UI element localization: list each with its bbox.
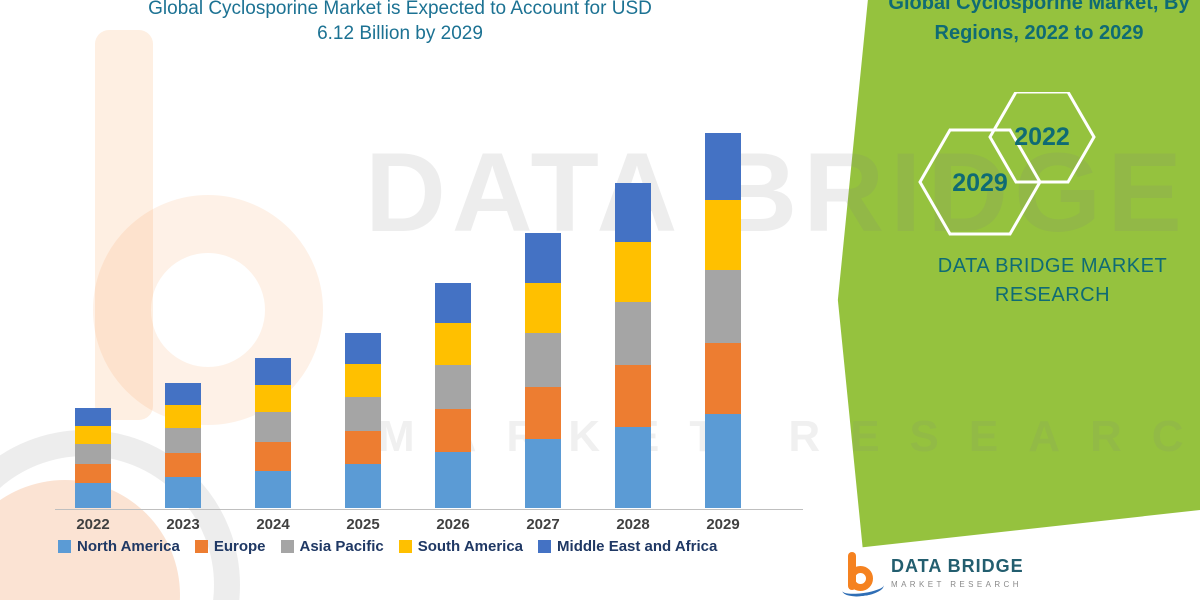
stacked-bar-2026 [435, 283, 471, 508]
x-axis-label: 2029 [706, 516, 740, 533]
stacked-bar-2029 [705, 132, 741, 508]
hexagon-2022-icon [988, 92, 1096, 184]
legend-item: Middle East and Africa [538, 538, 717, 555]
hexagon-front-year: 2022 [1014, 123, 1070, 151]
bar-segment [525, 439, 561, 508]
legend-item: Europe [194, 538, 266, 555]
side-panel-title: Global Cyclosporine Market, By Regions, … [888, 0, 1190, 48]
side-panel-title-line-1: Global Cyclosporine Market, By [888, 0, 1190, 14]
legend-item: South America [398, 538, 524, 555]
side-panel-title-line-2: Regions, 2022 to 2029 [934, 22, 1144, 44]
legend-label: North America [77, 538, 180, 555]
bar-segment [255, 384, 291, 413]
bar-segment [525, 232, 561, 283]
bar-segment [435, 408, 471, 452]
plot-area: 2022 2023 2024 2025 2026 2027 2028 2029 [55, 108, 803, 533]
footer-logo-title: DATA BRIDGE [891, 556, 1024, 576]
bar-segment [705, 132, 741, 201]
stacked-bar-2024 [255, 357, 291, 508]
legend-label: Europe [213, 538, 266, 555]
year-hexagons-graphic: 2029 2022 [918, 92, 1096, 236]
bar-segment [75, 408, 111, 426]
bar-segment [435, 364, 471, 409]
bar-segment [345, 332, 381, 365]
bar-segment [345, 430, 381, 464]
bar-segment [705, 343, 741, 415]
bar-segment [255, 412, 291, 442]
bar-segment [75, 463, 111, 483]
bar-segment [435, 451, 471, 508]
bar-segment [615, 183, 651, 242]
footer-logo-text: DATA BRIDGE MARKET RESEARCH [891, 552, 1024, 589]
legend-swatch-icon [280, 540, 294, 553]
stacked-bar-2023 [165, 382, 201, 508]
chart-legend: North America Europe Asia Pacific South Ame… [58, 538, 820, 555]
hexagon-back-year: 2029 [952, 169, 1008, 197]
bar-segment [255, 470, 291, 508]
side-panel-brand-line-1: DATA BRIDGE MARKET [937, 255, 1168, 277]
legend-item: Asia Pacific [280, 538, 384, 555]
bar-segment [165, 405, 201, 429]
chart-title-line-1: Global Cyclosporine Market is Expected t… [148, 0, 652, 19]
stacked-bar-2028 [615, 183, 651, 508]
bar-segment [75, 482, 111, 508]
bar-segment [165, 428, 201, 453]
bar-segment [435, 283, 471, 323]
bar-segment [255, 357, 291, 385]
bar-segment [345, 364, 381, 397]
bar-segment [345, 396, 381, 431]
x-axis-label: 2022 [76, 516, 110, 533]
legend-swatch-icon [398, 540, 412, 553]
bar-segment [75, 425, 111, 445]
x-axis-label: 2025 [346, 516, 380, 533]
bar-segment [75, 444, 111, 464]
footer-logo-subtitle: MARKET RESEARCH [891, 580, 1022, 589]
bar-segment [435, 322, 471, 365]
x-axis-label: 2024 [256, 516, 290, 533]
data-bridge-logo-icon [841, 552, 885, 599]
footer-logo: DATA BRIDGE MARKET RESEARCH [841, 552, 1024, 599]
bar-segment [615, 301, 651, 365]
bar-segment [255, 441, 291, 471]
bar-segment [165, 452, 201, 477]
legend-swatch-icon [58, 540, 71, 553]
logo-bowl-icon [848, 566, 873, 591]
chart-title-line-2: 6.12 Billion by 2029 [317, 23, 483, 44]
stacked-bar-2025 [345, 332, 381, 508]
stacked-bar-2027 [525, 232, 561, 508]
legend-label: Middle East and Africa [557, 538, 718, 555]
bar-segment [165, 382, 201, 406]
stacked-bar-2022 [75, 408, 111, 508]
side-panel-background [837, 0, 1200, 600]
bar-segment [525, 282, 561, 334]
bar-segment [615, 241, 651, 302]
legend-item: North America [58, 538, 180, 555]
x-axis-label: 2027 [526, 516, 560, 533]
hexagon-2029-icon [918, 128, 1042, 236]
bar-segment [705, 200, 741, 271]
bar-segment [525, 333, 561, 388]
x-axis-label: 2028 [616, 516, 650, 533]
legend-swatch-icon [538, 540, 552, 553]
side-panel-brand: DATA BRIDGE MARKET RESEARCH [905, 252, 1200, 310]
legend-label: Asia Pacific [299, 538, 384, 555]
x-axis-label: 2026 [436, 516, 470, 533]
x-axis-label: 2023 [166, 516, 200, 533]
bar-segment [525, 387, 561, 440]
legend-swatch-icon [194, 540, 208, 553]
bar-segment [615, 364, 651, 427]
bar-segment [345, 463, 381, 508]
chart-title: Global Cyclosporine Market is Expected t… [30, 0, 770, 46]
bar-segment [615, 426, 651, 508]
bar-segment [705, 270, 741, 344]
legend-label: South America [417, 538, 524, 555]
bar-segment [705, 414, 741, 508]
side-panel-brand-line-2: RESEARCH [994, 284, 1111, 306]
bar-segment [165, 476, 201, 508]
